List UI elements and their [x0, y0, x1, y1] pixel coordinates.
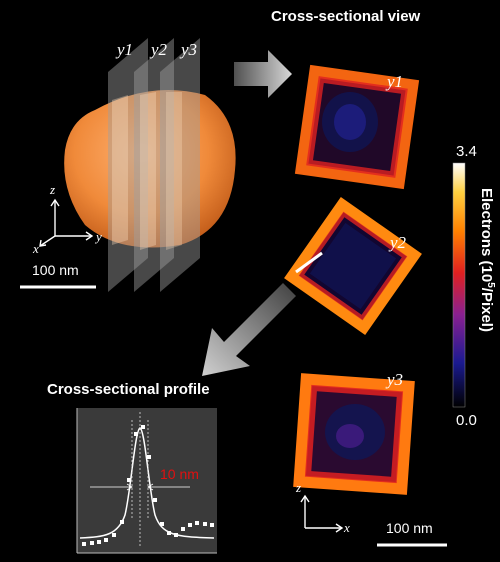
cross-sectional-view-title: Cross-sectional view	[271, 8, 421, 25]
colorbar-min-label: 0.0	[456, 412, 477, 429]
colorbar-title: Electrons (105/Pixel)	[478, 188, 496, 332]
cross-section-y1	[294, 64, 420, 190]
axis-label-y-left: y	[96, 229, 102, 244]
nanoparticle-3d	[64, 90, 236, 248]
profile-line	[295, 251, 323, 274]
profile-plot	[76, 408, 217, 554]
plane-y1	[108, 38, 148, 292]
plane-y2	[134, 38, 174, 292]
cross-section-y2	[284, 197, 422, 335]
scale-bar-left-label: 100 nm	[32, 262, 79, 278]
cross-section-label-y2: y2	[390, 233, 407, 252]
plane-label-y3: y3	[181, 40, 198, 59]
cross-section-label-y1: y1	[387, 72, 404, 91]
axes-triad-left	[39, 198, 94, 247]
plane-y3	[160, 38, 200, 292]
fwhm-label: 10 nm	[160, 466, 199, 482]
colorbar	[452, 162, 466, 408]
axis-label-x-right: x	[344, 520, 350, 535]
cross-section-label-y3: y3	[387, 370, 404, 389]
axes-triad-right	[300, 494, 344, 533]
axis-label-z-right: z	[296, 480, 302, 495]
arrow-to-cross-section	[234, 50, 292, 98]
plane-label-y1: y1	[117, 40, 134, 59]
axis-label-z-left: z	[50, 182, 56, 197]
arrow-to-profile	[202, 283, 296, 376]
slice-planes	[108, 38, 200, 292]
cross-section-y3	[293, 373, 415, 495]
cross-sectional-profile-title: Cross-sectional profile	[47, 381, 210, 398]
plane-label-y2: y2	[151, 40, 168, 59]
scale-bar-right-label: 100 nm	[386, 520, 433, 536]
axis-label-x-left: x	[33, 241, 39, 256]
colorbar-max-label: 3.4	[456, 143, 477, 160]
